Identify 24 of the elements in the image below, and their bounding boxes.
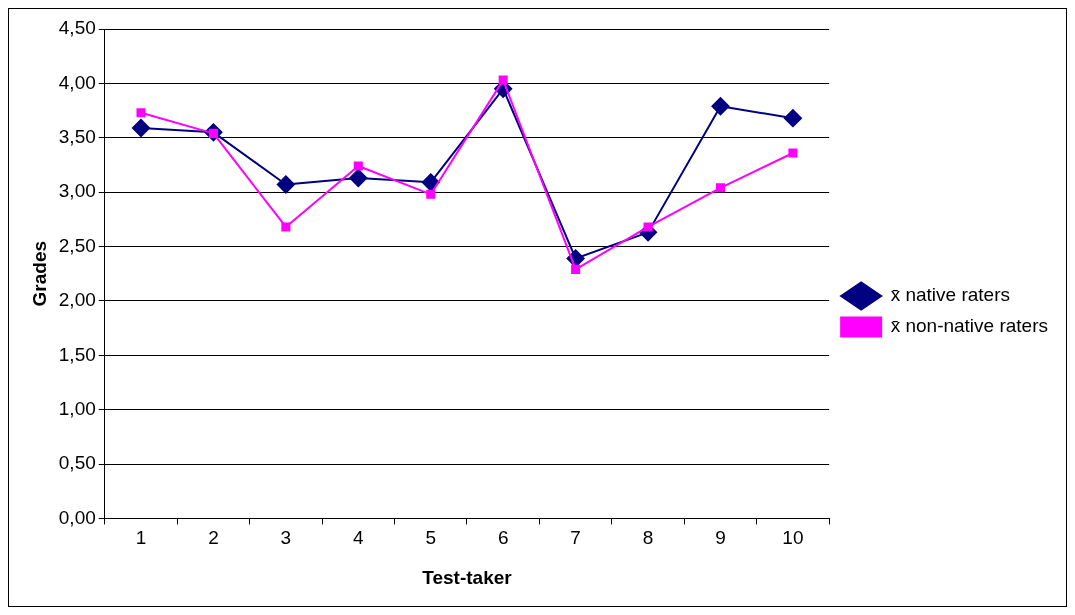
legend-label: x̄ non-native raters [890,315,1049,337]
x-tick-label: 6 [497,527,509,549]
y-tick-label: 1,00 [58,397,96,419]
y-tick-label: 0,50 [58,452,96,474]
x-axis-title: Test-taker [422,566,513,588]
y-axis-title: Grades [28,240,50,307]
x-tick-label: 10 [782,527,804,549]
y-tick-label: 3,00 [58,180,96,202]
x-tick-label: 7 [570,527,581,549]
y-tick-label: 2,00 [58,289,96,311]
y-tick-label: 4,00 [58,71,96,93]
x-tick-label: 5 [425,527,437,549]
y-tick-label: 2,50 [58,234,96,256]
x-tick-label: 9 [715,527,726,549]
y-tick-label: 1,50 [58,343,96,365]
x-tick-label: 1 [135,527,147,549]
y-tick-label: 3,50 [58,125,96,147]
x-tick-label: 3 [280,527,292,549]
y-tick-label: 4,50 [58,17,96,39]
legend-label: x̄ native raters [890,284,1010,306]
x-tick-label: 8 [642,527,654,549]
x-tick-label: 2 [208,527,219,549]
y-tick-label: 0,00 [58,506,96,528]
x-tick-label: 4 [353,527,365,549]
